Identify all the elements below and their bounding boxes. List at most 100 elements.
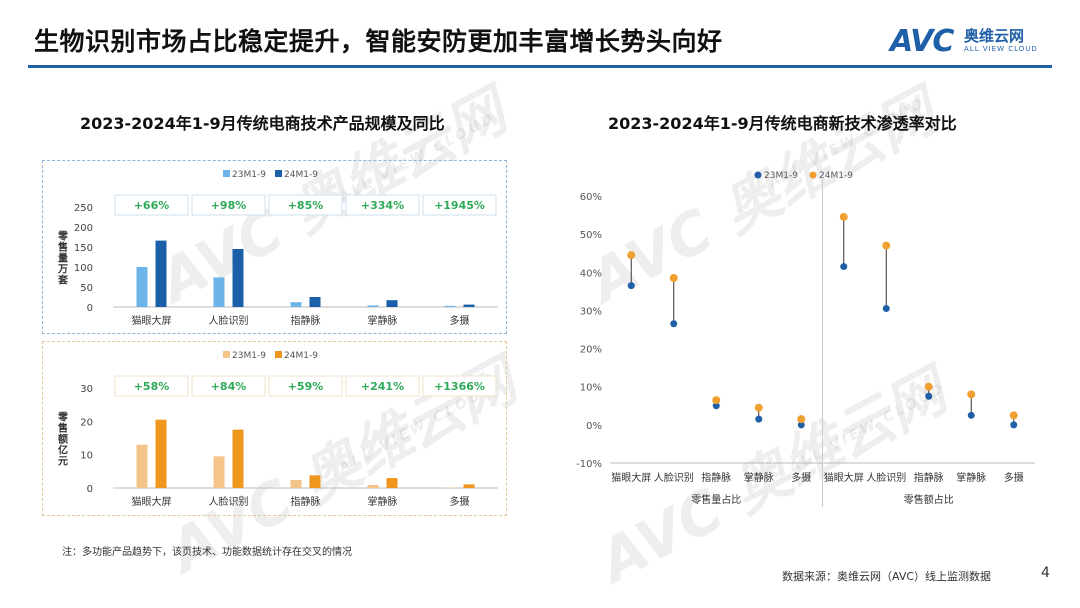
growth-box bbox=[345, 375, 420, 397]
legend-label: 23M1-9 bbox=[232, 170, 266, 180]
y-tick-label: 10 bbox=[80, 451, 93, 462]
legend-dot bbox=[754, 171, 762, 179]
dot-24 bbox=[839, 212, 848, 221]
legend-label: 24M1-9 bbox=[284, 351, 318, 361]
dot-24 bbox=[627, 251, 636, 260]
legend-swatch bbox=[275, 170, 282, 177]
dot-23 bbox=[1010, 421, 1018, 429]
x-tick-label: 猫眼大屏 bbox=[132, 314, 172, 327]
growth-box bbox=[191, 375, 266, 397]
growth-label: +241% bbox=[361, 380, 404, 393]
legend-label: 23M1-9 bbox=[232, 351, 266, 361]
bar-24 bbox=[309, 475, 321, 488]
growth-box bbox=[191, 194, 266, 216]
y-tick-label: 10% bbox=[580, 383, 602, 394]
dot-24 bbox=[1009, 411, 1018, 420]
x-tick-label: 人脸识别 bbox=[209, 495, 249, 508]
logo-en-text: ALL VIEW CLOUD bbox=[964, 45, 1038, 53]
value-bar-chart: 23M1-9 24M1-9 +58% +84% +59% +241% +1366% 0 10 20… bbox=[57, 351, 498, 508]
bar-23 bbox=[444, 305, 456, 307]
x-tick-label: 多摄 bbox=[791, 471, 811, 484]
y-tick-label: 0 bbox=[87, 303, 93, 314]
bar-23 bbox=[290, 480, 302, 488]
bar-24 bbox=[463, 484, 475, 488]
dot-23 bbox=[925, 392, 933, 400]
y-axis-label-char: 量 bbox=[58, 252, 68, 265]
bar-24 bbox=[463, 304, 475, 307]
growth-label: +1366% bbox=[434, 380, 485, 393]
dot-24 bbox=[967, 390, 976, 399]
avc-logo: AVC 奥维云网 ALL VIEW CLOUD bbox=[890, 24, 1060, 59]
x-tick-label: 猫眼大屏 bbox=[611, 471, 651, 484]
right-chart-title: 2023-2024年1-9月传统电商新技术渗透率对比 bbox=[608, 114, 957, 133]
dot-23 bbox=[627, 282, 635, 290]
bar-24 bbox=[232, 249, 244, 307]
y-tick-label: 50 bbox=[80, 283, 93, 294]
bar-23 bbox=[136, 267, 148, 307]
bar-23 bbox=[290, 302, 302, 307]
legend-dot bbox=[809, 171, 817, 179]
x-tick-label: 人脸识别 bbox=[866, 471, 906, 484]
growth-label: +1945% bbox=[434, 199, 485, 212]
penetration-dot-chart: 23M1-9 24M1-9 -10% 0% 10% 20% 30% 40% 50% 60% 猫眼大屏… bbox=[576, 171, 1035, 507]
dot-23 bbox=[840, 263, 848, 271]
y-tick-label: 30% bbox=[580, 306, 602, 317]
y-axis-label-char: 万 bbox=[57, 264, 68, 276]
bar-23 bbox=[136, 444, 148, 488]
y-tick-label: 150 bbox=[74, 243, 93, 254]
growth-box bbox=[422, 194, 497, 216]
x-tick-label: 猫眼大屏 bbox=[824, 471, 864, 484]
logo-cn-text: 奥维云网 bbox=[964, 27, 1025, 45]
group-label: 零售额占比 bbox=[904, 493, 954, 506]
page-title: 生物识别市场占比稳定提升，智能安防更加丰富增长势头向好 bbox=[34, 27, 723, 56]
y-axis-label-char: 零 bbox=[57, 230, 69, 243]
header-divider bbox=[28, 65, 1052, 68]
y-axis-label-char: 售 bbox=[58, 241, 68, 254]
dot-23 bbox=[755, 415, 763, 423]
value-chart-panel: 23M1-9 24M1-9 +58% +84% +59% +241% +1366% 0 10 20… bbox=[42, 341, 507, 516]
growth-label: +66% bbox=[134, 199, 170, 212]
growth-label: +84% bbox=[211, 380, 247, 393]
dot-24 bbox=[882, 241, 891, 250]
dot-24 bbox=[712, 396, 721, 405]
x-tick-label: 猫眼大屏 bbox=[132, 495, 172, 508]
growth-box bbox=[114, 194, 189, 216]
dot-23 bbox=[712, 402, 720, 410]
x-tick-label: 人脸识别 bbox=[654, 471, 694, 484]
y-axis-label-char: 额 bbox=[58, 433, 68, 446]
y-axis-label-char: 亿 bbox=[58, 444, 68, 457]
legend-label: 23M1-9 bbox=[764, 171, 798, 181]
growth-label: +85% bbox=[288, 199, 324, 212]
y-tick-label: 20% bbox=[580, 345, 602, 356]
data-source: 数据来源：奥维云网（AVC）线上监测数据 bbox=[782, 570, 992, 583]
y-axis-label-char: 元 bbox=[58, 456, 68, 468]
x-tick-label: 多摄 bbox=[1004, 471, 1024, 484]
dot-23 bbox=[797, 421, 805, 429]
legend-swatch bbox=[223, 170, 230, 177]
bar-23 bbox=[367, 305, 379, 307]
growth-box bbox=[268, 375, 343, 397]
bar-24 bbox=[155, 240, 167, 307]
growth-box bbox=[422, 375, 497, 397]
growth-label: +334% bbox=[361, 199, 404, 212]
dot-24 bbox=[754, 403, 763, 412]
y-tick-label: 40% bbox=[580, 268, 602, 279]
x-tick-label: 掌静脉 bbox=[956, 471, 986, 484]
dot-24 bbox=[924, 382, 933, 391]
footnote: 注：多功能产品趋势下，该页技术、功能数据统计存在交叉的情况 bbox=[62, 547, 352, 558]
y-axis-label-char: 零 bbox=[57, 411, 69, 424]
x-tick-label: 指静脉 bbox=[291, 314, 321, 327]
growth-box bbox=[114, 375, 189, 397]
y-tick-label: 30 bbox=[80, 384, 93, 395]
bar-23 bbox=[213, 277, 225, 307]
y-tick-label: 60% bbox=[580, 192, 602, 203]
group-label: 零售量占比 bbox=[691, 493, 741, 506]
x-tick-label: 掌静脉 bbox=[368, 495, 398, 508]
legend-label: 24M1-9 bbox=[284, 170, 318, 180]
y-tick-label: 250 bbox=[74, 203, 93, 214]
dot-23 bbox=[967, 411, 975, 419]
dot-23 bbox=[882, 305, 890, 313]
left-chart-title: 2023-2024年1-9月传统电商技术产品规模及同比 bbox=[80, 114, 445, 133]
bar-23 bbox=[367, 485, 379, 488]
y-tick-label: 0 bbox=[87, 484, 93, 495]
